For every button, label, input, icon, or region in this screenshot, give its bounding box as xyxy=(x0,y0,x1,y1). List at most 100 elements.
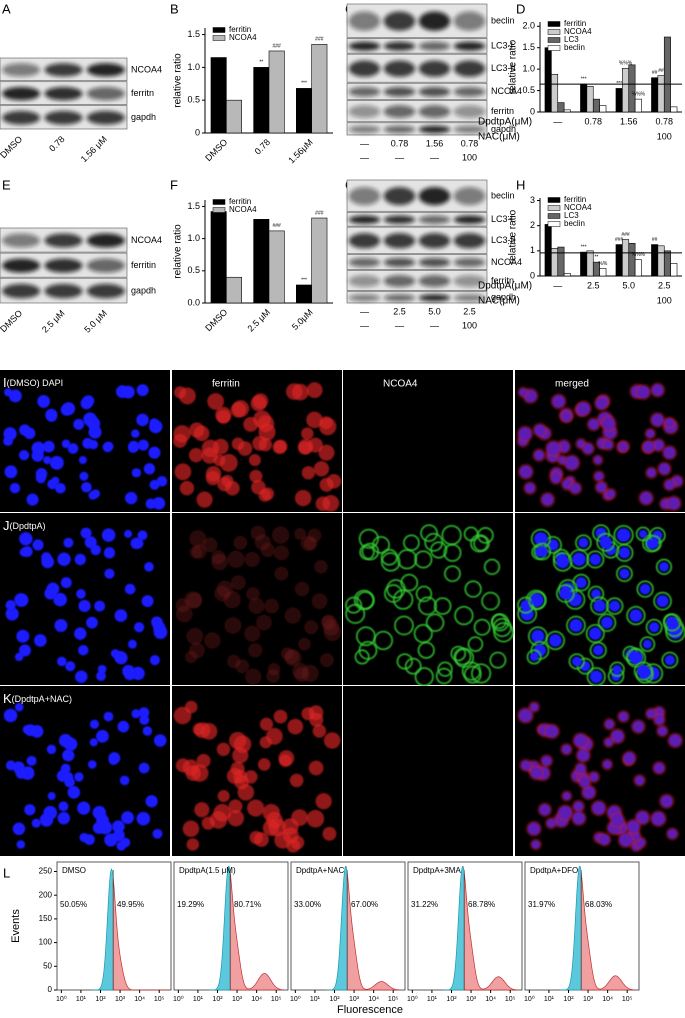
nucleus xyxy=(559,587,572,600)
nucleus xyxy=(16,629,30,643)
ferritin-stain xyxy=(580,441,596,456)
nucleus xyxy=(46,411,57,422)
ncoa4-stain xyxy=(585,624,605,644)
ncoa4-stain xyxy=(437,661,453,677)
ncoa4-stain xyxy=(433,597,452,615)
ferritin-stain xyxy=(666,732,684,749)
ncoa4-stain xyxy=(639,636,656,652)
blot-band xyxy=(383,60,416,77)
significance-mark: ## xyxy=(652,237,658,243)
ncoa4-stain xyxy=(597,613,617,632)
ncoa4-stain xyxy=(420,524,438,542)
significance-mark: ** xyxy=(594,254,598,260)
nucleus xyxy=(41,555,55,569)
ferritin-stain xyxy=(224,616,242,635)
nucleus xyxy=(37,395,51,408)
ferritin-stain xyxy=(537,802,553,818)
ferritin-stain xyxy=(232,747,249,764)
nucleus xyxy=(24,804,36,816)
blot-band xyxy=(2,283,41,299)
lane-label: 0.78 xyxy=(391,138,409,148)
x-tick-label: 10⁰ xyxy=(524,995,535,1003)
nucleus xyxy=(124,583,136,595)
lane-label: — xyxy=(430,152,439,162)
ferritin-stain xyxy=(306,809,325,828)
ferritin-stain xyxy=(318,444,335,461)
bar xyxy=(657,245,665,277)
nucleus xyxy=(5,600,16,611)
ncoa4-stain xyxy=(568,653,585,670)
nucleus xyxy=(62,749,75,762)
band-label: LC3-II xyxy=(491,235,516,245)
lane-label: 0.78 xyxy=(47,134,66,153)
nucleus xyxy=(80,527,92,539)
nucleus xyxy=(133,538,144,549)
nucleus xyxy=(629,609,643,622)
x-tick-label: 10² xyxy=(563,996,574,1003)
x-tick-label: 10¹ xyxy=(310,996,321,1003)
nucleus xyxy=(81,481,92,493)
nucleus xyxy=(534,532,548,546)
legend-swatch xyxy=(212,199,226,205)
legend-swatch xyxy=(547,221,561,227)
nucleus xyxy=(138,707,150,719)
ncoa4-stain xyxy=(489,651,507,669)
ferritin-stain xyxy=(616,439,631,454)
blot-band xyxy=(418,11,451,31)
ncoa4-stain xyxy=(393,589,414,610)
ferritin-stain xyxy=(227,809,245,827)
blot-band xyxy=(44,233,83,248)
nucleus xyxy=(138,762,150,774)
ncoa4-stain xyxy=(528,591,547,610)
y-tick-label: 0.5 xyxy=(187,95,200,105)
ferritin-stain xyxy=(313,461,330,477)
bar xyxy=(586,250,594,277)
ferritin-stain xyxy=(274,566,289,581)
flow-title: DpdtpA+NAC xyxy=(296,866,344,875)
ferritin-stain xyxy=(211,553,229,571)
row-label: J(DpdtpA) xyxy=(3,518,46,533)
histogram-right xyxy=(112,877,168,991)
bar xyxy=(580,83,588,113)
ferritin-stain xyxy=(282,818,299,835)
micrograph xyxy=(0,513,170,685)
ferritin-stain xyxy=(656,461,673,477)
nucleus xyxy=(58,733,73,748)
nucleus xyxy=(18,450,30,461)
bar xyxy=(634,259,642,277)
ferritin-stain xyxy=(173,425,191,443)
nucleus xyxy=(149,479,160,490)
nucleus xyxy=(152,496,166,510)
ferritin-stain xyxy=(274,831,292,849)
nucleus xyxy=(114,609,128,622)
nucleus xyxy=(73,418,85,430)
lane-label: 2.5 xyxy=(463,306,476,316)
y-tick-label: 0 xyxy=(530,270,535,280)
nucleus xyxy=(43,805,58,820)
ferritin-stain xyxy=(186,592,203,609)
nucleus xyxy=(19,424,31,436)
ferritin-stain xyxy=(319,653,335,668)
ferritin-stain xyxy=(661,444,678,461)
blot-band xyxy=(86,283,125,299)
ferritin-stain xyxy=(602,736,615,749)
nucleus xyxy=(117,720,130,733)
x-tick-label: 10⁵ xyxy=(622,996,633,1003)
band-label: ferritin xyxy=(131,260,156,270)
band-label: beclin xyxy=(491,190,515,200)
nucleus xyxy=(656,595,669,608)
ferritin-stain xyxy=(322,494,340,512)
significance-mark: %%% xyxy=(632,252,646,258)
blot-band xyxy=(453,257,486,267)
significance-mark: *** xyxy=(301,277,307,283)
nucleus xyxy=(601,616,613,629)
ncoa4-stain xyxy=(576,657,594,675)
ferritin-stain xyxy=(175,598,190,613)
ferritin-stain xyxy=(301,427,314,440)
nucleus xyxy=(84,834,95,845)
ferritin-stain xyxy=(219,453,238,472)
nucleus xyxy=(136,413,149,427)
significance-mark: ### xyxy=(315,210,324,216)
ncoa4-stain xyxy=(653,591,672,611)
micrograph xyxy=(343,370,513,512)
